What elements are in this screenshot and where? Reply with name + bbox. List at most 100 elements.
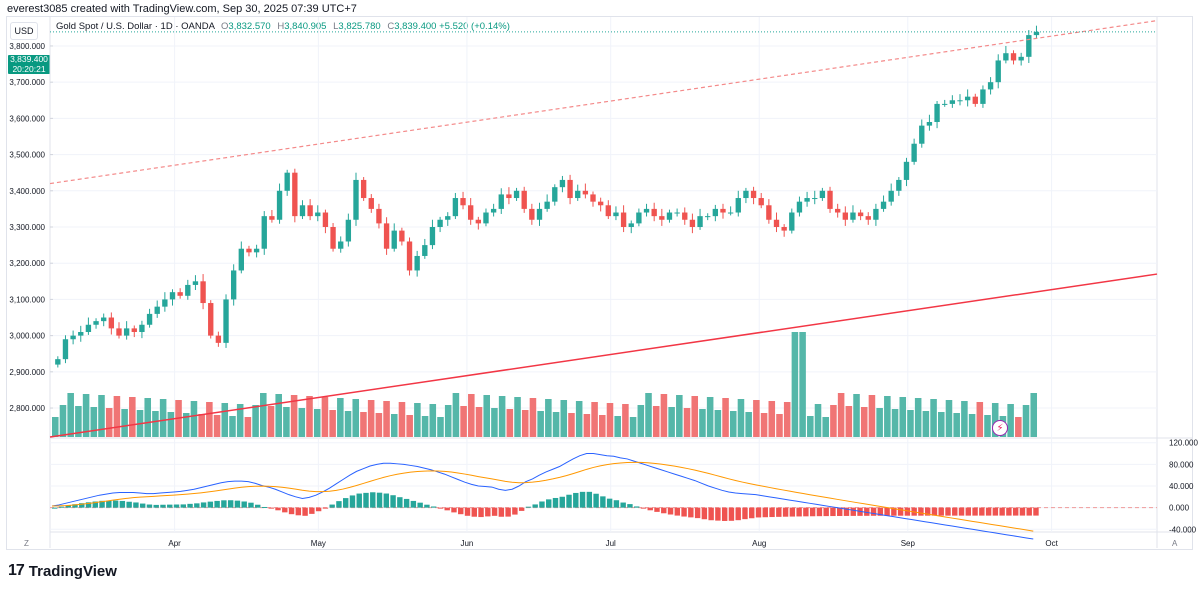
macd-histogram-bar [525,506,532,508]
volume-bar [321,397,329,437]
candle-body [834,208,841,213]
macd-histogram-bar [518,507,525,511]
macd-histogram-bar [985,507,992,516]
candle-body [597,201,604,206]
candle-body [796,201,803,213]
candle-body [383,223,390,249]
time-tick-label: Aug [752,539,766,548]
macd-histogram-bar [505,507,511,517]
volume-bar [298,408,306,437]
resistance-trendline [49,20,1158,185]
close-value: 3,839.400 [394,21,437,32]
indicator-tick-label: 80.000 [1169,460,1194,469]
macd-histogram-bar [370,492,376,508]
volume-bar [783,402,791,437]
macd-histogram-bar [979,507,985,516]
macd-histogram-bar [809,507,816,517]
candle-body [353,179,359,220]
macd-histogram-bar [58,506,65,508]
macd-histogram-bar [640,507,647,509]
macd-histogram-bar [715,507,721,521]
volume-bar [375,413,383,437]
candle-body [452,198,459,217]
macd-histogram-bar [52,507,58,509]
candle-body [758,198,764,206]
candle-body [750,190,757,199]
indicator-tick-label: 0.000 [1169,504,1190,513]
time-tick-label: Apr [168,539,181,548]
macd-histogram-bar [309,507,315,514]
candle-body [773,219,780,227]
candle-body [55,359,61,365]
zoom-button[interactable]: Z [24,539,29,548]
volume-bar [190,401,198,437]
candle-body [437,219,443,227]
macd-histogram-bar [200,502,207,508]
macd-histogram-bar [579,491,586,508]
time-tick-label: Sep [901,539,916,548]
volume-bar [337,398,344,437]
volume-bar [907,410,914,437]
tradingview-logo: 17 TradingView [8,562,117,580]
chart-credit: everest3085 created with TradingView.com… [7,3,357,15]
logo-mark: 17 [8,562,25,579]
close-label: C [387,21,395,32]
candle-body [804,198,810,202]
macd-histogram-bar [573,492,579,508]
macd-histogram-bar [789,507,796,517]
candle-body [880,201,887,209]
volume-bar [367,400,375,437]
candle-body [169,292,176,300]
macd-histogram-bar [437,507,444,509]
candle-body [261,216,267,249]
candle-body [957,100,963,102]
chart-frame [6,16,1193,550]
volume-bar [236,404,244,437]
macd-histogram-bar [376,492,383,508]
volume-bar [737,399,745,437]
symbol-title: Gold Spot / U.S. Dollar · 1D · OANDA [56,21,215,32]
volume-bar [683,408,691,437]
time-tick-label: Jun [460,539,473,548]
macd-histogram-bar [803,507,809,517]
brand-name: TradingView [28,562,117,580]
macd-histogram-bar [383,493,390,508]
candle-body [559,179,566,188]
volume-bar [529,398,537,437]
volume-bar [1030,393,1038,437]
candle-body [85,324,92,332]
candle-body [987,82,994,90]
candle-body [177,292,183,296]
candle-body [238,248,244,271]
macd-histogram-bar [214,500,220,508]
macd-histogram-bar [390,495,396,508]
candle-body [93,321,99,325]
volume-bar [267,406,275,437]
volume-bar [437,417,444,437]
volume-bar [252,405,259,437]
candle-body [200,281,206,304]
candle-body [812,198,818,200]
candle-body [536,208,543,220]
price-tick-label: 2,800.000 [9,404,45,413]
candle-body [307,205,313,217]
macd-histogram-bar [207,501,214,508]
macd-histogram-bar [667,507,674,515]
volume-bar [768,401,776,437]
candle-body [720,208,726,213]
volume-bar [121,409,128,437]
macd-histogram-bar [870,507,877,516]
candle-body [567,179,573,199]
volume-bar [860,407,868,437]
macd-histogram-bar [478,507,484,518]
currency-button[interactable]: USD [10,22,38,40]
macd-histogram-bar [620,502,626,508]
volume-bar [575,401,583,437]
bolt-icon[interactable]: ⚡ [992,420,1008,436]
auto-scale-button[interactable]: A [1172,539,1178,548]
candle-body [911,143,917,162]
price-tick-label: 3,300.000 [9,223,45,232]
candle-body [292,172,298,217]
candle-body [284,172,290,191]
